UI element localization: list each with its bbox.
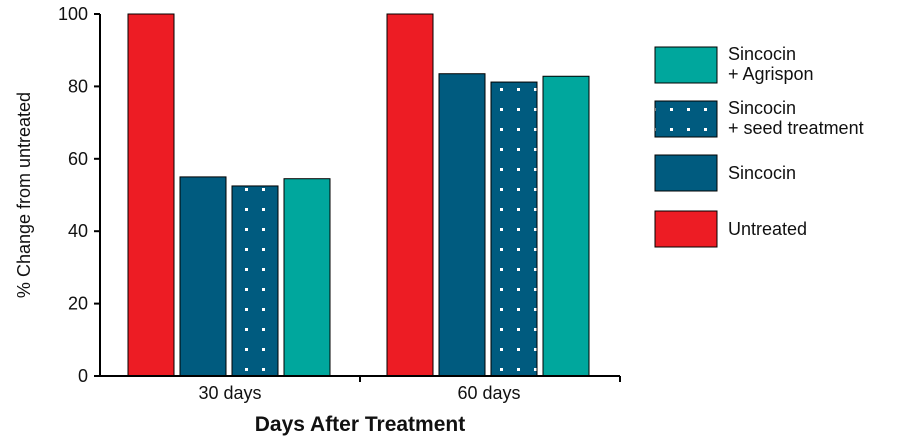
axes: 0 20 40 60 80 100 30 days 60 days xyxy=(58,4,621,403)
y-tick-label-2: 20 xyxy=(68,294,88,314)
x-tick-label-1: 30 days xyxy=(198,383,261,403)
y-tick-label-6: 100 xyxy=(58,4,88,24)
bar-2-2 xyxy=(438,73,486,377)
bar-1-3 xyxy=(231,185,279,377)
legend-swatch-3 xyxy=(654,154,718,192)
legend-label-1-line-2: + Agrispon xyxy=(728,64,814,84)
legend-swatch-1 xyxy=(654,46,718,84)
bar-2-3 xyxy=(490,81,538,377)
y-tick-label-1: 0 xyxy=(78,366,88,386)
legend-label-4-line-1: Untreated xyxy=(728,219,807,239)
legend-label-2-line-1: Sincocin xyxy=(728,98,796,118)
y-tick-label-3: 40 xyxy=(68,221,88,241)
bar-1-2 xyxy=(179,176,227,377)
legend-label-2-line-2: + seed treatment xyxy=(728,118,864,138)
y-tick-label-4: 60 xyxy=(68,149,88,169)
bar-2-4 xyxy=(542,75,590,377)
y-axis-title: % Change from untreated xyxy=(14,92,34,298)
x-axis-title: Days After Treatment xyxy=(255,413,465,436)
x-tick-label-2: 60 days xyxy=(457,383,520,403)
y-tick-label-5: 80 xyxy=(68,76,88,96)
legend-swatch-2 xyxy=(654,100,718,138)
bar-1-4 xyxy=(283,178,331,377)
bar-2-1 xyxy=(386,13,434,377)
legend-label-3-line-1: Sincocin xyxy=(728,163,796,183)
bar-1-1 xyxy=(127,13,175,377)
plot-area xyxy=(127,13,590,377)
legend-swatch-4 xyxy=(654,210,718,248)
legend-label-1-line-1: Sincocin xyxy=(728,44,796,64)
